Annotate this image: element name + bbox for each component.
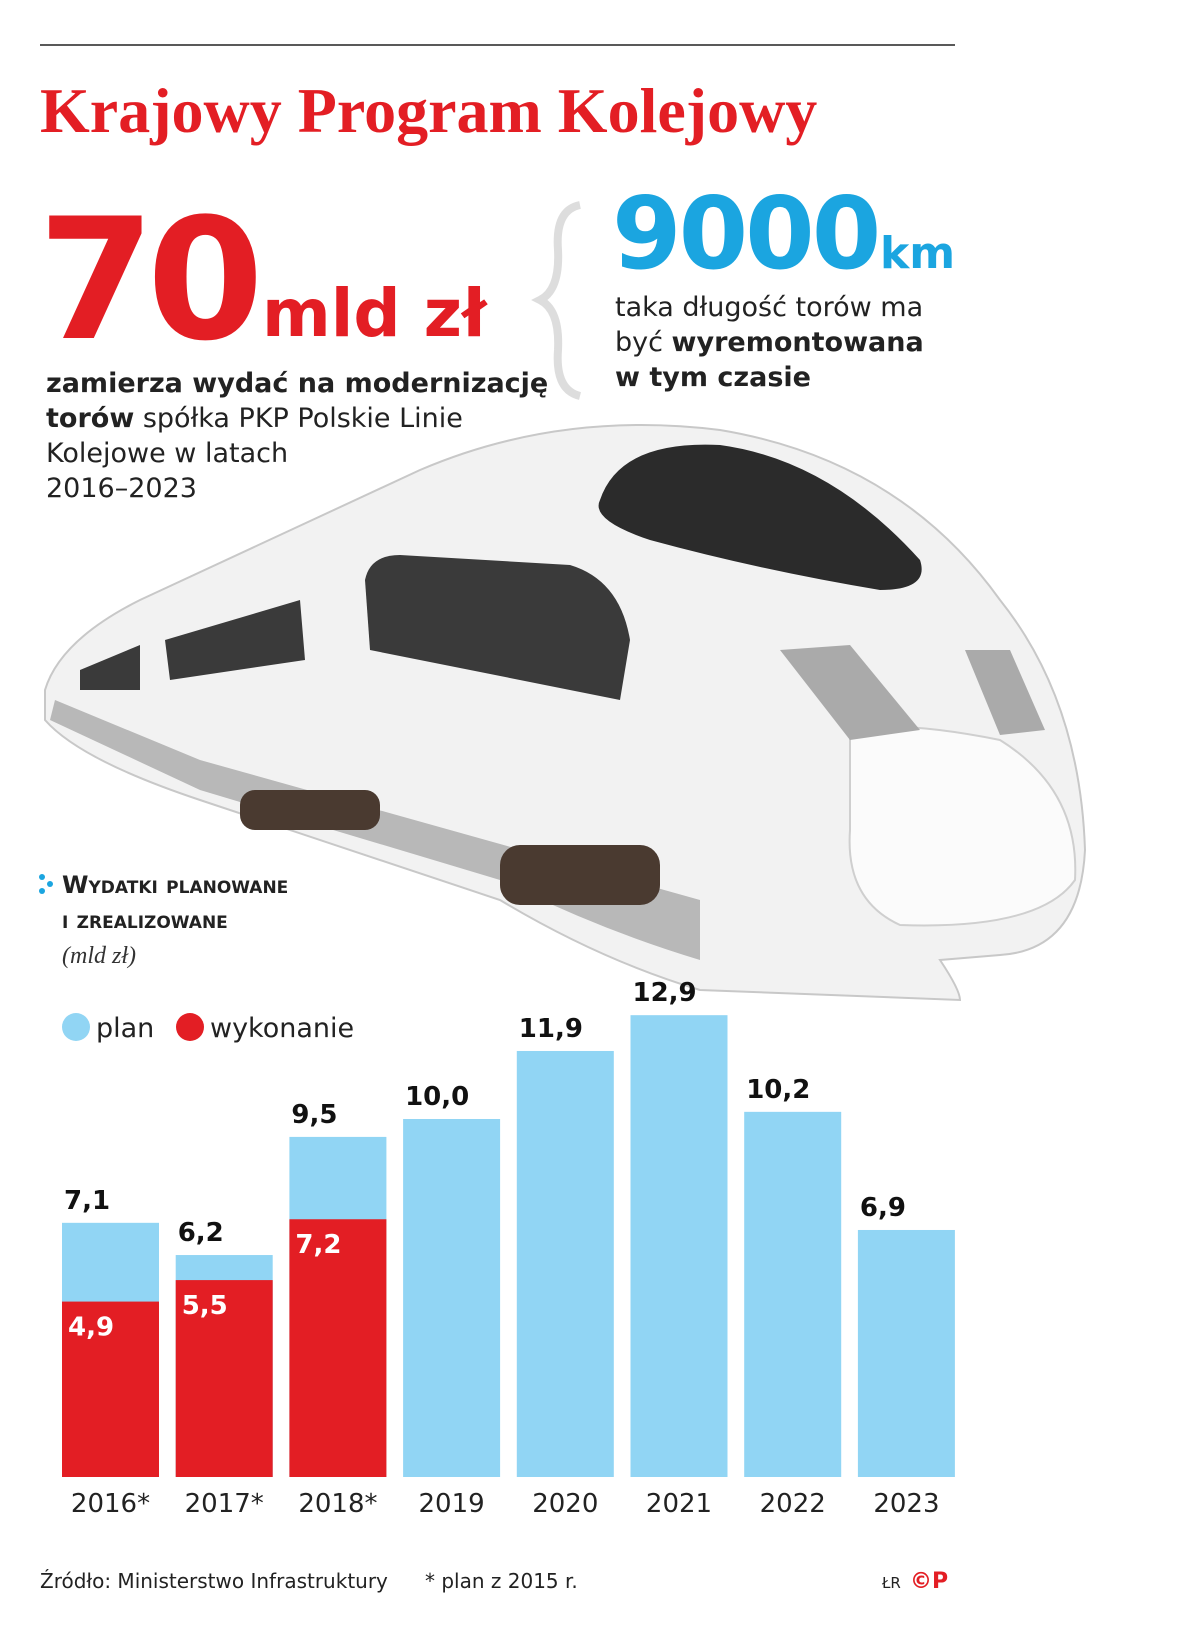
value-label: 12,9 [633, 978, 697, 1008]
value-label: 11,9 [519, 1014, 583, 1044]
x-tick-label: 2021 [646, 1489, 712, 1519]
km-number: 9000 [612, 175, 878, 292]
value-label: 6,2 [178, 1218, 224, 1248]
description-line: w tym czasie [615, 362, 811, 393]
bar [630, 1015, 728, 1477]
value-label: 9,5 [291, 1100, 337, 1130]
chart-title: i zrealizowane [62, 906, 228, 934]
author: ŁR [881, 1574, 901, 1592]
description-line: torów spółka PKP Polskie Linie [46, 403, 463, 434]
chart-subtitle: (mld zł) [62, 943, 136, 969]
legend-swatch [176, 1013, 204, 1041]
bar [744, 1111, 842, 1477]
description-line: zamierza wydać na modernizację [46, 368, 548, 399]
description-text: Kolejowe w latach [46, 438, 288, 469]
bar [289, 1219, 387, 1477]
bar [62, 1301, 159, 1477]
description-text: zamierza wydać na modernizację [46, 368, 548, 399]
value-label: 7,2 [295, 1230, 341, 1260]
description-text: wyremontowana [672, 327, 924, 358]
x-tick-label: 2022 [760, 1489, 826, 1519]
description-text: spółka PKP Polskie Linie [134, 403, 463, 434]
legend-swatch [62, 1013, 90, 1041]
value-label: 7,1 [64, 1186, 110, 1216]
big-unit: mld zł [262, 275, 488, 352]
x-tick-label: 2020 [532, 1489, 598, 1519]
description-text: torów [46, 403, 134, 434]
footnote: * plan z 2015 r. [425, 1569, 578, 1593]
chart-icon [39, 874, 53, 894]
x-tick-label: 2023 [873, 1489, 939, 1519]
source: Źródło: Ministerstwo Infrastruktury [40, 1569, 388, 1593]
description-text: 2016–2023 [46, 473, 197, 504]
big-number: 70 [38, 182, 256, 378]
bar [403, 1119, 501, 1477]
bar [857, 1229, 955, 1477]
value-label: 4,9 [68, 1313, 114, 1343]
x-tick-label: 2018* [298, 1489, 377, 1519]
bar [175, 1280, 273, 1477]
description-text: taka długość torów ma [615, 292, 923, 323]
value-label: 6,9 [860, 1193, 906, 1223]
description-text: w tym czasie [615, 362, 811, 393]
train-illustration [44, 424, 1087, 1002]
brace [531, 201, 582, 400]
title: Krajowy Program Kolejowy [40, 75, 817, 146]
legend-label: wykonanie [210, 1013, 354, 1044]
description-line: być wyremontowana [615, 327, 924, 358]
x-tick-label: 2019 [419, 1489, 485, 1519]
x-tick-label: 2017* [185, 1489, 264, 1519]
km-unit: km [880, 228, 955, 279]
value-label: 10,2 [746, 1075, 810, 1105]
legend-label: plan [96, 1013, 154, 1044]
description-line: taka długość torów ma [615, 292, 923, 323]
value-label: 5,5 [182, 1291, 228, 1321]
chart-title: Wydatki planowane [62, 871, 288, 899]
description-line: 2016–2023 [46, 473, 197, 504]
x-tick-label: 2016* [71, 1489, 150, 1519]
logo: ©P [910, 1569, 948, 1594]
description-text: być [615, 327, 672, 358]
description-line: Kolejowe w latach [46, 438, 288, 469]
bar [516, 1050, 614, 1477]
value-label: 10,0 [405, 1082, 469, 1112]
